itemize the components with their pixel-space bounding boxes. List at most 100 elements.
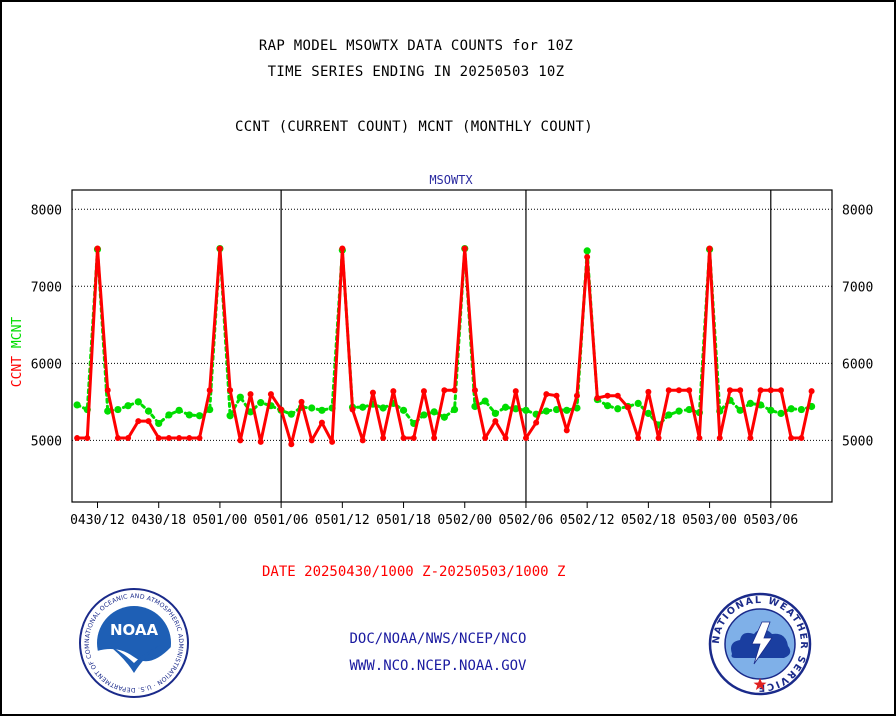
data-point-ccnt [706,245,713,252]
data-point-mcnt [501,403,510,411]
data-point-mcnt [185,411,193,419]
x-tick-label: 0501/18 [376,513,431,528]
data-point-mcnt [124,402,132,410]
y-tick-label-right: 5000 [842,434,873,449]
data-point-mcnt [481,397,489,405]
data-point-mcnt [563,406,571,414]
x-tick-label: 0502/00 [437,513,492,528]
credit-link[interactable]: WWW.NCO.NCEP.NOAA.GOV [349,658,527,674]
data-point-mcnt [236,393,244,401]
x-tick-label: 0503/00 [682,513,737,528]
data-point-mcnt [287,410,295,418]
data-point-mcnt [430,408,438,416]
data-point-mcnt [308,404,316,412]
data-point-mcnt [73,401,81,409]
data-point-mcnt [797,405,805,414]
data-point-mcnt [155,419,163,428]
data-point-ccnt [420,388,427,395]
data-point-ccnt [614,392,621,399]
y-axis-label-part: MCNT [10,317,25,356]
data-point-mcnt [226,412,234,420]
data-point-mcnt [512,405,520,413]
data-point-ccnt [747,435,754,442]
data-point-ccnt [716,435,723,442]
data-point-ccnt [339,245,346,252]
x-tick-label: 0501/12 [315,513,370,528]
data-point-ccnt [451,387,458,394]
data-point-ccnt [186,435,193,442]
data-point-mcnt [420,411,428,419]
data-point-ccnt [206,387,213,394]
y-tick-label-right: 8000 [842,203,873,218]
data-point-ccnt [788,435,795,442]
data-point-ccnt [155,435,162,442]
data-point-ccnt [216,245,223,252]
data-point-ccnt [563,427,570,434]
data-point-ccnt [808,388,815,395]
data-point-ccnt [594,395,601,401]
data-point-mcnt [440,413,448,421]
data-point-ccnt [441,387,448,394]
x-tick-label: 0502/06 [499,513,554,528]
data-point-ccnt [512,388,519,395]
data-point-ccnt [767,387,774,394]
data-point-ccnt [145,418,152,425]
plot-area [71,189,833,503]
data-point-ccnt [400,435,407,442]
data-point-mcnt [614,405,622,413]
data-point-ccnt [604,392,611,399]
y-tick-label-left: 5000 [31,434,62,449]
credit-line-1: DOC/NOAA/NWS/NCEP/NCO [349,631,527,647]
data-point-ccnt [84,435,91,442]
data-point-ccnt [686,387,693,394]
data-point-mcnt [787,405,795,413]
data-point-ccnt [533,419,540,426]
data-point-ccnt [461,245,468,252]
time-series-chart: 5000 5000 6000 6000 7000 7000 8000 8000 0430/12 0… [10,173,873,528]
data-point-mcnt [399,406,408,414]
data-point-ccnt [298,398,305,405]
data-point-mcnt [736,406,744,414]
data-point-ccnt [247,391,254,398]
x-tick-label: 0503/06 [743,513,798,528]
data-point-ccnt [655,435,662,442]
data-point-mcnt [685,405,693,414]
data-point-ccnt [553,392,560,399]
data-point-mcnt [450,405,459,414]
data-point-mcnt [491,409,499,418]
data-point-mcnt [634,399,642,407]
data-point-mcnt [257,399,265,407]
data-point-ccnt [502,435,509,442]
data-point-ccnt [737,387,744,394]
data-point-mcnt [675,407,683,415]
data-point-ccnt [257,438,264,445]
data-point-mcnt [522,406,530,414]
data-point-mcnt [165,411,173,419]
x-tick-label: 0501/00 [193,513,248,528]
x-tick-label: 0501/06 [254,513,309,528]
x-tick-label: 0430/18 [131,513,186,528]
y-tick-label-left: 8000 [31,203,62,218]
data-point-ccnt [165,435,172,442]
data-point-ccnt [278,406,285,413]
y-tick-label-right: 6000 [842,357,873,372]
data-point-mcnt [206,405,214,414]
data-point-mcnt [644,409,652,418]
data-point-ccnt [135,418,142,425]
data-point-mcnt [665,411,673,419]
data-point-ccnt [584,254,591,261]
data-point-mcnt [767,406,775,414]
chart-title: RAP MODEL MSOWTX DATA COUNTS for 10Z [258,38,574,54]
x-tick-label: 0502/18 [621,513,676,528]
data-point-ccnt [645,388,652,395]
x-tick-label: 0430/12 [70,513,125,528]
data-point-ccnt [318,419,325,426]
data-point-mcnt [603,402,612,410]
data-point-ccnt [696,435,703,442]
data-point-ccnt [665,387,672,394]
chart-subtitle: TIME SERIES ENDING IN 20250503 10Z [267,64,565,80]
data-point-ccnt [369,389,376,396]
series-description: CCNT (CURRENT COUNT) MCNT (MONTHLY COUNT… [235,119,593,135]
data-point-mcnt [134,398,142,406]
data-point-ccnt [380,435,387,442]
